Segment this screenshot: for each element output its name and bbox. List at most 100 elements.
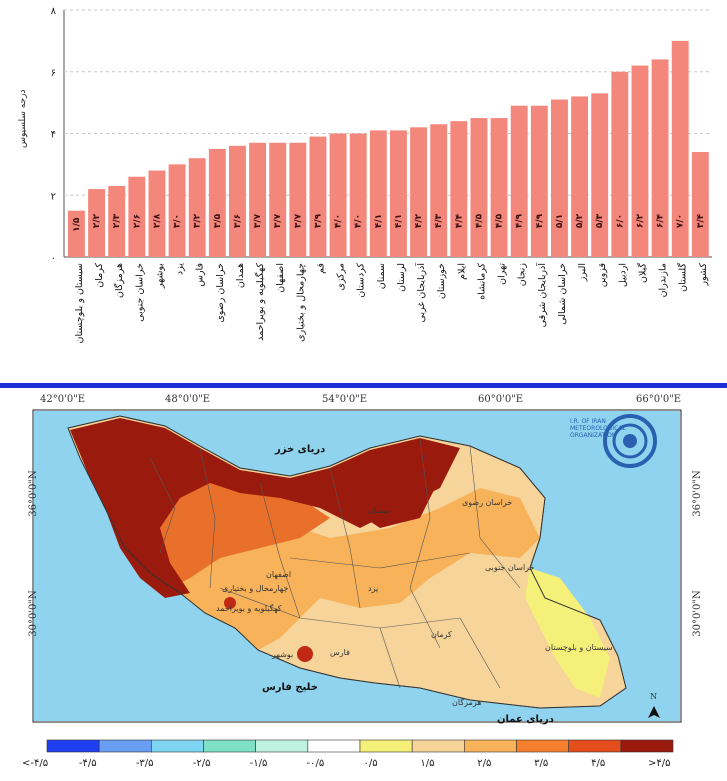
bar xyxy=(269,142,287,257)
bar-value-label: ۵/۲ xyxy=(575,213,585,228)
bar-value-label: ۴/۲ xyxy=(414,213,424,228)
province-label: کهگیلویه و بویراحمد xyxy=(216,604,282,613)
category-label: لرستان xyxy=(396,263,407,292)
bar-value-label: ۳/۷ xyxy=(253,213,263,228)
category-label: ایلام xyxy=(456,263,467,280)
legend-swatch xyxy=(98,739,152,753)
category-label: تهران xyxy=(497,263,508,285)
legend-label: -۳/۵ xyxy=(135,758,154,769)
category-label: خراسان شمالی xyxy=(557,263,568,325)
bar-value-label: ۱/۵ xyxy=(72,217,82,232)
legend-label: -۴/۵ xyxy=(78,758,97,769)
y-tick-label: ۸ xyxy=(51,6,57,17)
bar-value-label: ۲/۳ xyxy=(112,213,122,228)
category-label: سیستان و بلوچستان xyxy=(74,263,85,343)
category-label: اردبیل xyxy=(617,263,628,287)
legend-label: -۱/۵ xyxy=(249,758,268,769)
section-divider xyxy=(0,383,727,388)
category-label: گلستان xyxy=(677,263,689,292)
bar-value-label: ۴/۴ xyxy=(454,213,464,228)
legend-label: -۰/۵ xyxy=(306,758,325,769)
category-label: فارس xyxy=(195,263,206,287)
category-label: گیلان xyxy=(636,263,648,284)
legend-swatch xyxy=(359,739,413,753)
category-label: آذربایجان غربی xyxy=(414,263,427,323)
bar xyxy=(691,152,709,257)
anomaly-zone-light xyxy=(390,588,560,698)
legend-swatch xyxy=(464,739,517,753)
province-label: اصفهان xyxy=(266,570,292,579)
bar-value-label: ۴/۰ xyxy=(334,214,344,228)
bar-value-label: ۴/۰ xyxy=(354,214,364,228)
bar xyxy=(208,148,226,257)
bar xyxy=(510,105,528,258)
anomaly-spot xyxy=(297,646,313,662)
category-label: هرمزگان xyxy=(113,263,125,298)
bar xyxy=(349,133,367,257)
bar xyxy=(410,127,428,257)
y-tick-label: ۶ xyxy=(51,68,56,79)
category-label: کهگیلویه و بویراحمد xyxy=(254,263,266,341)
category-label: سمنان xyxy=(376,263,387,289)
gulf-label: خلیج فارس xyxy=(262,682,318,693)
bar xyxy=(108,185,126,257)
category-label: بوشهر xyxy=(154,263,165,289)
bar xyxy=(470,118,488,257)
legend-label: -۲/۵ xyxy=(192,758,211,769)
category-label: مرکزی xyxy=(336,263,347,291)
bar xyxy=(551,99,568,257)
bar xyxy=(631,65,649,257)
bar xyxy=(128,176,146,257)
legend-label: >۴/۵ xyxy=(648,758,671,769)
category-label: زنجان xyxy=(517,263,528,287)
anomaly-zone-yellow xyxy=(525,568,610,698)
y-tick-label: ۰ xyxy=(51,253,56,264)
province-label: کرمان xyxy=(431,630,452,639)
bar-value-label: ۶/۴ xyxy=(656,213,666,228)
bar-value-label: ۳/۵ xyxy=(213,213,223,228)
category-label: کرمان xyxy=(94,263,105,288)
lat-label-left: 36°0'0"N xyxy=(27,470,39,517)
legend-swatch xyxy=(620,739,674,753)
bar-value-label: ۳/۲ xyxy=(193,213,203,228)
bar xyxy=(188,158,206,257)
province-label: خراسان رضوی xyxy=(462,498,513,507)
iran-border xyxy=(67,415,627,709)
bar xyxy=(229,145,246,257)
province-label: چهارمحال و بختیاری xyxy=(222,584,289,593)
oman-label: دریای عمان xyxy=(497,714,554,725)
lon-label-top: 66°0'0"E xyxy=(636,394,682,405)
category-label: قزوین xyxy=(597,263,608,287)
bar xyxy=(168,164,186,257)
bar xyxy=(591,93,609,257)
legend-label: ۲/۵ xyxy=(477,758,492,769)
bar xyxy=(390,130,407,257)
province-label: فارس xyxy=(330,648,350,657)
bar-value-label: ۴/۵ xyxy=(495,213,505,228)
lat-label-right: 36°0'0"N xyxy=(691,470,703,517)
bar-value-label: ۵/۳ xyxy=(595,213,605,228)
bar-value-label: ۴/۵ xyxy=(474,213,484,228)
legend-swatch xyxy=(516,739,569,753)
bar xyxy=(88,189,106,257)
bar xyxy=(148,170,166,257)
category-label: قم xyxy=(315,263,326,274)
category-label: همدان xyxy=(235,263,246,288)
legend-label: ۰/۵ xyxy=(363,758,378,769)
y-axis-label: درجه سلسیوس xyxy=(18,89,28,148)
category-label: کشور xyxy=(698,263,709,287)
bar-value-label: ۴/۱ xyxy=(374,214,384,228)
province-label: یزد xyxy=(368,584,379,593)
bar-value-label: ۶/۰ xyxy=(615,214,625,228)
legend-swatch xyxy=(46,739,100,753)
legend-swatch xyxy=(307,739,361,753)
bar xyxy=(450,121,468,258)
category-label: کرمانشاه xyxy=(476,263,487,300)
lon-label-top: 60°0'0"E xyxy=(478,394,524,405)
legend-label: ۱/۵ xyxy=(420,758,435,769)
lat-label-right: 30°0'0"N xyxy=(691,590,703,637)
category-label: کردستان xyxy=(356,263,367,298)
bar-value-label: ۳/۶ xyxy=(233,214,243,228)
bar-value-label: ۳/۹ xyxy=(313,213,323,228)
bar xyxy=(309,136,327,257)
